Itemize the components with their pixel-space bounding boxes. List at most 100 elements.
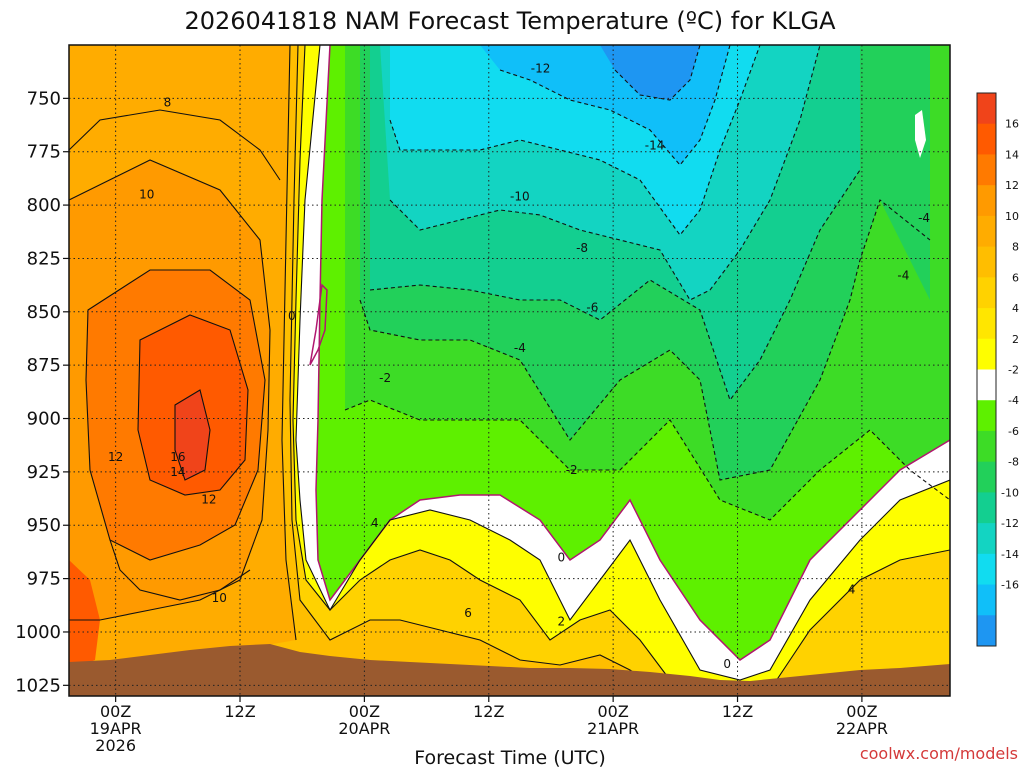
contour-label-7: 0: [288, 309, 296, 323]
contour-label-3: 16: [170, 450, 185, 464]
colorbar-label-12: -10: [1001, 486, 1019, 499]
contour-label-11: -8: [576, 241, 588, 255]
colorbar-frame: [976, 92, 997, 647]
contour-label-17: 2: [558, 614, 566, 628]
colorbar-swatch-13: [977, 492, 996, 524]
colorbar-label-7: 2: [1012, 333, 1019, 346]
colorbar-label-10: -6: [1008, 425, 1019, 438]
colorbar-swatch-15: [977, 553, 996, 586]
y-tick-label-875: 875: [27, 355, 61, 376]
x-tick-label-0-2: 2026: [95, 736, 136, 755]
plot-frame: [68, 44, 951, 697]
contour-label-15: -2: [566, 463, 578, 477]
chart-title: 2026041818 NAM Forecast Temperature (ºC)…: [184, 7, 836, 35]
fill-right-side-small-isles: [915, 110, 926, 158]
contour-label-20: 0: [723, 657, 731, 671]
colorbar-swatch-14: [977, 523, 996, 555]
contour-label-6: 10: [212, 591, 227, 605]
y-axis: 750 775 800 825 850 875 900 925 950 975 1000 1025: [15, 88, 69, 696]
contour-label-9: -4: [514, 341, 526, 355]
colorbar-swatch-16: [977, 584, 996, 616]
contour-label-12: -10: [510, 190, 530, 204]
colorbar-swatch-1: [977, 123, 996, 155]
colorbar-swatch-17: [977, 615, 996, 647]
colorbar-label-9: -4: [1008, 394, 1019, 407]
contour-minus6: [369, 169, 861, 402]
colorbar-swatch-4: [977, 215, 996, 248]
positive-contours: [69, 45, 950, 691]
contour-label-5: 12: [201, 493, 216, 507]
terrain-fill: [69, 644, 950, 696]
zero-contour: [309, 45, 950, 661]
contour-plus16: [174, 389, 211, 481]
contour-label-23: -4: [897, 269, 909, 283]
contour-plus10-lower: [109, 539, 251, 601]
colorbar-label-11: -8: [1008, 456, 1019, 469]
contour-plus12: [85, 269, 266, 561]
contour-plus2: [295, 45, 950, 681]
fill-lower-left-warm: [69, 560, 100, 670]
contour-plus8: [281, 45, 297, 641]
contour-minus8: [389, 45, 821, 301]
contour-plus6: [289, 45, 661, 691]
colorbar-label-3: 10: [1005, 210, 1019, 223]
contour-plus8-upper: [69, 109, 281, 181]
colorbar-swatch-12: [977, 461, 996, 493]
x-tick-label-3-0: 12Z: [473, 702, 504, 721]
contour-label-10: -6: [586, 301, 598, 315]
fill-band-minus16: [600, 45, 700, 100]
colorbar-label-1: 14: [1005, 148, 1019, 161]
zero-contour-main: [315, 45, 950, 661]
contour-plus14: [137, 314, 249, 496]
y-tick-label-825: 825: [27, 248, 61, 269]
contour-label-21: 4: [848, 582, 856, 596]
contour-label-13: -12: [531, 61, 551, 75]
colorbar-swatch-6: [977, 277, 996, 309]
colorbar-label-5: 6: [1012, 271, 1019, 284]
contour-minus4: [359, 199, 931, 481]
contour-minus12: [499, 45, 731, 166]
y-tick-label-750: 750: [27, 88, 61, 109]
x-tick-label-2-1: 20APR: [338, 719, 390, 738]
contour-label-19: 6: [464, 606, 472, 620]
contour-label-0: 8: [164, 96, 172, 110]
colorbar-label-4: 8: [1012, 241, 1019, 254]
colorbar-swatch-7: [977, 308, 996, 340]
y-tick-label-950: 950: [27, 515, 61, 536]
x-tick-label-2-0: 00Z: [349, 702, 380, 721]
contour-label-8: -2: [379, 371, 391, 385]
fill-band-plus6: [69, 45, 950, 696]
y-tick-label-925: 925: [27, 462, 61, 483]
colorbar-swatch-0: [977, 93, 996, 125]
colorbar-label-13: -12: [1001, 517, 1019, 530]
contour-label-14: -14: [645, 138, 665, 152]
y-tick-label-1025: 1025: [15, 675, 61, 696]
source-credit: coolwx.com/models: [860, 744, 1018, 763]
y-tick-label-975: 975: [27, 569, 61, 590]
contour-label-16: 0: [558, 550, 566, 564]
colorbar-label-8: -2: [1008, 364, 1019, 377]
contour-label-22: -4: [918, 211, 930, 225]
x-tick-label-4-0: 00Z: [597, 702, 628, 721]
colorbar-label-15: -16: [1001, 579, 1019, 592]
x-tick-label-1-0: 12Z: [224, 702, 255, 721]
contour-plus10: [69, 159, 271, 621]
colorbar-label-0: 16: [1005, 118, 1019, 131]
contour-label-2: 12: [108, 450, 123, 464]
x-tick-label-4-1: 21APR: [587, 719, 639, 738]
contour-label-4: 14: [170, 465, 185, 479]
colorbar-swatch-10: [977, 400, 996, 432]
colorbar-swatch-11: [977, 430, 996, 463]
contour-minus10: [389, 45, 761, 236]
x-tick-label-6-0: 00Z: [846, 702, 877, 721]
contour-plus4: [292, 45, 950, 691]
colorbar-swatch-3: [977, 185, 996, 217]
contour-label-18: 4: [371, 516, 379, 530]
fill-band-plus16: [175, 390, 210, 480]
x-tick-label-5-0: 12Z: [722, 702, 753, 721]
x-tick-label-0-0: 00Z: [100, 702, 131, 721]
colorbar-label-6: 4: [1012, 302, 1019, 315]
y-tick-label-850: 850: [27, 302, 61, 323]
